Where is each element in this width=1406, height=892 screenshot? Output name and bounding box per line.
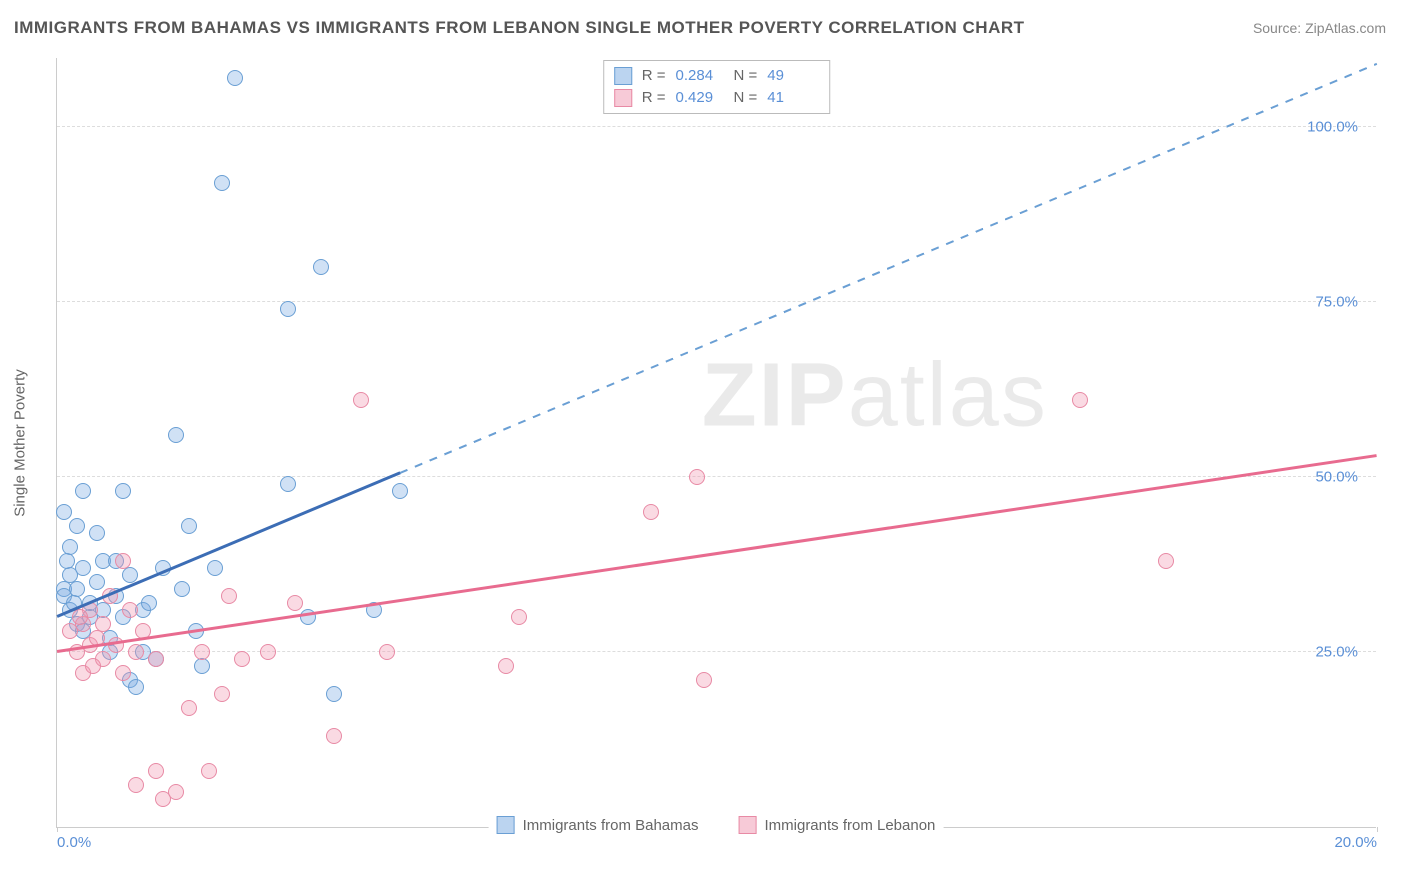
swatch-pink-icon [738,816,756,834]
data-point [379,644,395,660]
ytick-label: 75.0% [1315,294,1358,311]
ytick-label: 50.0% [1315,469,1358,486]
data-point [148,763,164,779]
r-label: R = [642,65,666,87]
chart-title: IMMIGRANTS FROM BAHAMAS VS IMMIGRANTS FR… [14,18,1025,38]
gridline [57,301,1376,302]
data-point [214,175,230,191]
stats-legend-box: R = 0.284 N = 49 R = 0.429 N = 41 [603,60,831,114]
data-point [168,427,184,443]
data-point [643,504,659,520]
trend-line [57,454,1377,652]
data-point [69,518,85,534]
gridline [57,126,1376,127]
xtick-label: 20.0% [1334,834,1377,851]
xtick [1377,827,1378,832]
watermark-thin: atlas [848,346,1048,446]
data-point [56,504,72,520]
data-point [181,518,197,534]
data-point [174,581,190,597]
trend-line [400,63,1377,474]
data-point [280,301,296,317]
data-point [1158,553,1174,569]
watermark: ZIPatlas [702,345,1048,448]
n-label: N = [734,65,758,87]
data-point [194,658,210,674]
gridline [57,476,1376,477]
data-point [696,672,712,688]
ytick-label: 100.0% [1307,119,1358,136]
data-point [260,644,276,660]
legend-label-2: Immigrants from Lebanon [764,817,935,834]
data-point [128,679,144,695]
data-point [221,588,237,604]
data-point [168,784,184,800]
n-value-1: 49 [767,65,815,87]
data-point [207,560,223,576]
data-point [689,469,705,485]
data-point [214,686,230,702]
data-point [59,553,75,569]
data-point [227,70,243,86]
data-point [511,609,527,625]
stats-row-2: R = 0.429 N = 41 [614,87,816,109]
watermark-bold: ZIP [702,346,848,446]
data-point [148,651,164,667]
r-value-2: 0.429 [676,87,724,109]
data-point [72,609,88,625]
n-label: N = [734,87,758,109]
stats-row-1: R = 0.284 N = 49 [614,65,816,87]
data-point [353,392,369,408]
gridline [57,651,1376,652]
data-point [122,602,138,618]
legend-item-2: Immigrants from Lebanon [738,816,935,834]
data-point [181,700,197,716]
data-point [89,525,105,541]
chart-area: Single Mother Poverty ZIPatlas R = 0.284… [46,48,1386,838]
data-point [313,259,329,275]
data-point [115,483,131,499]
data-point [115,665,131,681]
data-point [89,574,105,590]
data-point [128,644,144,660]
data-point [392,483,408,499]
data-point [287,595,303,611]
bottom-legend: Immigrants from Bahamas Immigrants from … [489,814,944,836]
data-point [280,476,296,492]
data-point [115,553,131,569]
data-point [498,658,514,674]
n-value-2: 41 [767,87,815,109]
data-point [326,686,342,702]
data-point [85,658,101,674]
legend-item-1: Immigrants from Bahamas [497,816,699,834]
xtick [57,827,58,832]
data-point [1072,392,1088,408]
data-point [326,728,342,744]
r-label: R = [642,87,666,109]
data-point [95,616,111,632]
swatch-blue-icon [614,67,632,85]
data-point [75,483,91,499]
data-point [234,651,250,667]
data-point [122,567,138,583]
legend-label-1: Immigrants from Bahamas [523,817,699,834]
swatch-pink-icon [614,89,632,107]
xtick-label: 0.0% [57,834,91,851]
data-point [194,644,210,660]
source-label: Source: ZipAtlas.com [1253,20,1386,36]
scatter-plot: ZIPatlas R = 0.284 N = 49 R = 0.429 N = … [56,58,1376,828]
data-point [201,763,217,779]
data-point [128,777,144,793]
data-point [75,560,91,576]
data-point [141,595,157,611]
y-axis-label: Single Mother Poverty [12,369,29,517]
ytick-label: 25.0% [1315,644,1358,661]
r-value-1: 0.284 [676,65,724,87]
swatch-blue-icon [497,816,515,834]
